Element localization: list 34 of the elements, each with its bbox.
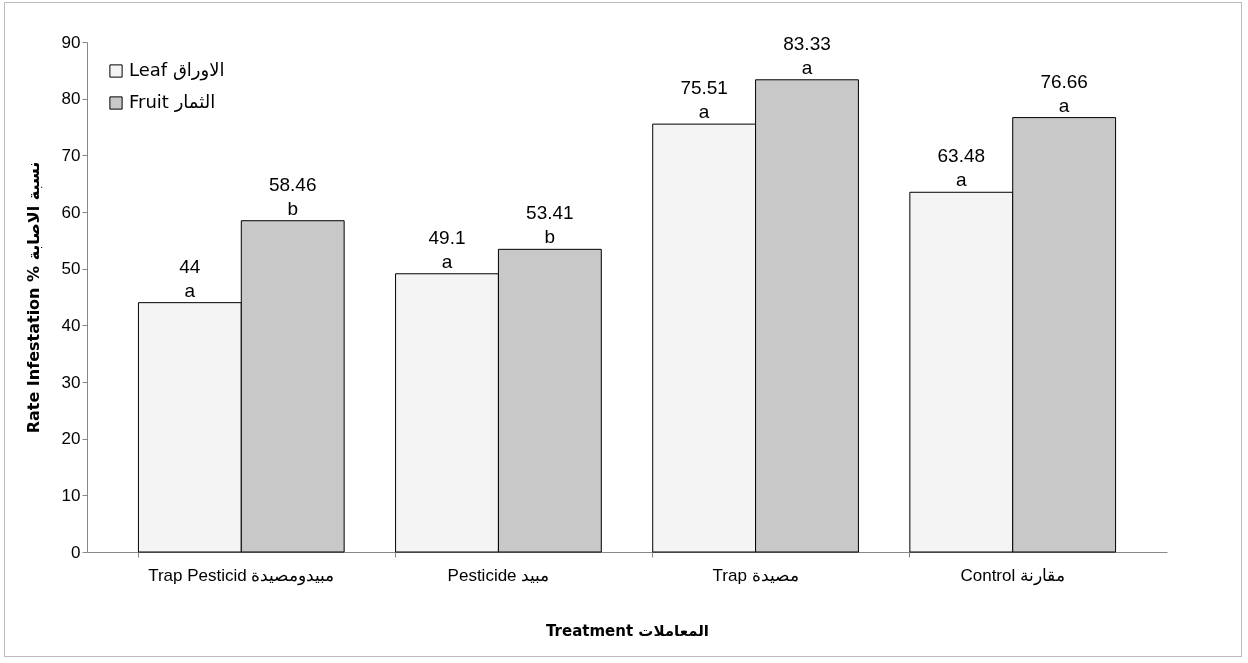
data-label: 44 xyxy=(179,255,201,277)
data-label: 75.51 xyxy=(680,77,728,99)
legend-label: Leaf الاوراق xyxy=(129,59,225,81)
y-tick-label: 80 xyxy=(61,89,81,109)
x-tick-label: Pesticide مبيد xyxy=(447,565,550,585)
annotation: a xyxy=(956,169,967,191)
y-tick-label: 40 xyxy=(61,315,81,335)
data-label: 76.66 xyxy=(1040,70,1088,92)
y-tick-label: 0 xyxy=(71,542,81,562)
x-tick-label: Trap مصيدة xyxy=(712,565,799,585)
x-tick-label: Trap Pesticid مبيدومصيدة xyxy=(148,565,335,586)
annotation: a xyxy=(801,56,813,78)
y-tick-label: 10 xyxy=(61,485,81,505)
data-label: 58.46 xyxy=(268,173,317,195)
annotation: a xyxy=(441,250,453,272)
x-tick-label: Control مقارنة xyxy=(960,565,1065,586)
annotation: a xyxy=(698,101,710,123)
y-tick-label: 60 xyxy=(61,202,81,222)
y-tick-label: 70 xyxy=(61,145,81,165)
x-axis-title: Treatment المعاملات xyxy=(545,621,710,640)
data-label: 49.1 xyxy=(428,226,466,248)
y-tick-label: 20 xyxy=(61,429,81,449)
y-tick-label: 30 xyxy=(61,372,81,392)
annotation: b xyxy=(287,197,298,219)
annotation: a xyxy=(1058,94,1070,116)
y-tick-label: 90 xyxy=(61,32,81,52)
annotation: a xyxy=(184,279,196,301)
legend-label: Fruit الثمار xyxy=(129,91,216,112)
data-label: 83.33 xyxy=(783,32,831,54)
data-label: 63.48 xyxy=(937,145,986,167)
data-label: 53.41 xyxy=(526,202,574,224)
y-tick-label: 50 xyxy=(61,259,81,279)
y-axis-title: Rate Infestation % نسبة الاصابة xyxy=(23,161,43,434)
annotation: b xyxy=(544,226,556,248)
